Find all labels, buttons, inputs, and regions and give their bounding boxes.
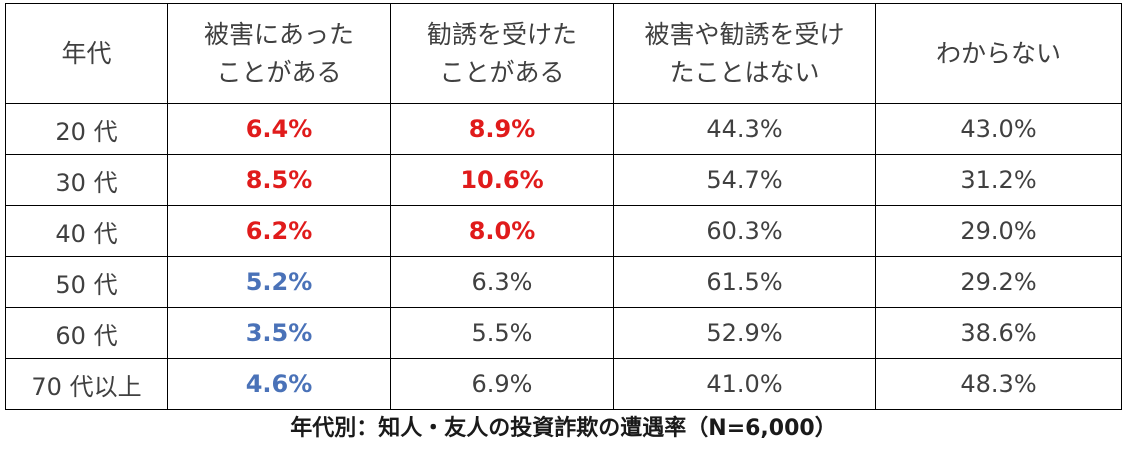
table-row: 60 代 3.5% 5.5% 52.9% 38.6%	[5, 307, 1122, 359]
table-caption: 年代別：知人・友人の投資詐欺の遭遇率（N=6,000）	[290, 416, 837, 441]
damaged-cell: 5.2%	[167, 256, 391, 308]
table-row: 30 代 8.5% 10.6% 54.7% 31.2%	[5, 154, 1122, 206]
header-unknown: わからない	[875, 3, 1122, 104]
neither-cell: 52.9%	[613, 307, 876, 359]
unknown-cell: 38.6%	[875, 307, 1122, 359]
table-row: 20 代 6.4% 8.9% 44.3% 43.0%	[5, 103, 1122, 155]
table-row: 70 代以上 4.6% 6.9% 41.0% 48.3%	[5, 358, 1122, 410]
table-row: 40 代 6.2% 8.0% 60.3% 29.0%	[5, 205, 1122, 257]
unknown-cell: 29.2%	[875, 256, 1122, 308]
neither-cell: 44.3%	[613, 103, 876, 155]
damaged-cell: 8.5%	[167, 154, 391, 206]
age-cell: 40 代	[5, 205, 168, 257]
header-age: 年代	[5, 3, 168, 104]
unknown-cell: 48.3%	[875, 358, 1122, 410]
damaged-cell: 6.2%	[167, 205, 391, 257]
age-cell: 60 代	[5, 307, 168, 359]
age-cell: 50 代	[5, 256, 168, 308]
solicited-cell: 8.9%	[390, 103, 614, 155]
damaged-cell: 3.5%	[167, 307, 391, 359]
header-neither: 被害や勧誘を受け たことはない	[613, 3, 876, 104]
age-cell: 70 代以上	[5, 358, 168, 410]
solicited-cell: 8.0%	[390, 205, 614, 257]
neither-cell: 54.7%	[613, 154, 876, 206]
header-solicited: 勧誘を受けた ことがある	[390, 3, 614, 104]
unknown-cell: 29.0%	[875, 205, 1122, 257]
fraud-encounter-table: 年代 被害にあった ことがある 勧誘を受けた ことがある 被害や勧誘を受け たこ…	[5, 3, 1122, 410]
solicited-cell: 6.9%	[390, 358, 614, 410]
damaged-cell: 6.4%	[167, 103, 391, 155]
unknown-cell: 43.0%	[875, 103, 1122, 155]
damaged-cell: 4.6%	[167, 358, 391, 410]
age-cell: 20 代	[5, 103, 168, 155]
header-damaged: 被害にあった ことがある	[167, 3, 391, 104]
neither-cell: 41.0%	[613, 358, 876, 410]
neither-cell: 61.5%	[613, 256, 876, 308]
header-row: 年代 被害にあった ことがある 勧誘を受けた ことがある 被害や勧誘を受け たこ…	[5, 3, 1122, 104]
solicited-cell: 5.5%	[390, 307, 614, 359]
unknown-cell: 31.2%	[875, 154, 1122, 206]
age-cell: 30 代	[5, 154, 168, 206]
table-row: 50 代 5.2% 6.3% 61.5% 29.2%	[5, 256, 1122, 308]
solicited-cell: 10.6%	[390, 154, 614, 206]
neither-cell: 60.3%	[613, 205, 876, 257]
solicited-cell: 6.3%	[390, 256, 614, 308]
